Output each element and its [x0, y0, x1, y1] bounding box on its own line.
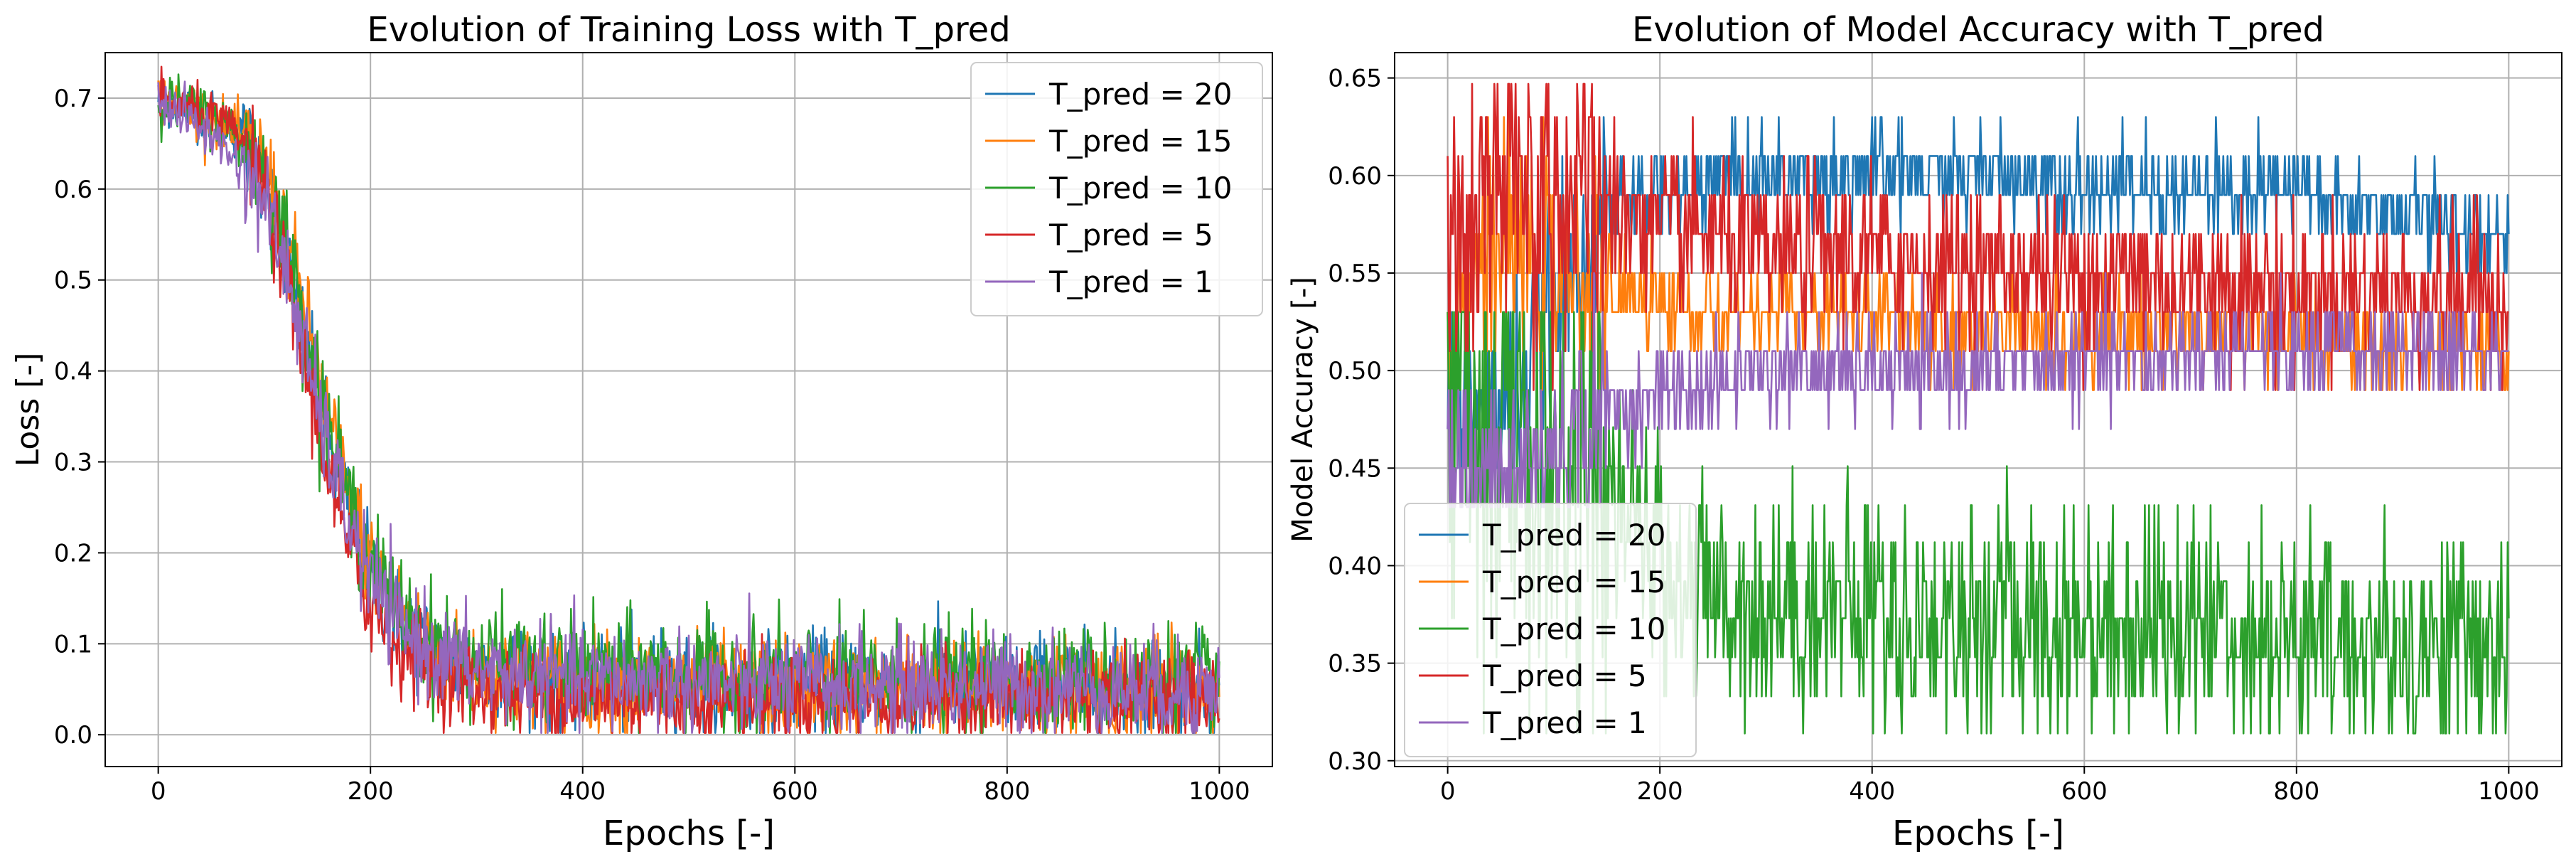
legend-frame: [1404, 503, 1697, 757]
legend-label-3: T_pred = 10: [1048, 171, 1233, 206]
x-tick-label-1: 200: [348, 777, 394, 806]
y-tick-label-7: 0.65: [1328, 65, 1382, 93]
y-tick-label-0: 0.30: [1328, 747, 1382, 776]
legend-label-5: T_pred = 1: [1048, 265, 1213, 299]
x-tick-label-5: 1000: [1188, 777, 1250, 806]
x-tick-label-3: 600: [2061, 777, 2108, 806]
chart-panel-2: Evolution of Model Accuracy with T_pred 0…: [1287, 10, 2562, 853]
x-tick-label-2: 400: [1849, 777, 1895, 806]
legend-label-3: T_pred = 10: [1482, 612, 1666, 646]
series-group: [1447, 82, 2510, 735]
series-line-5: [157, 80, 1220, 734]
x-tick-label-0: 0: [151, 777, 166, 806]
axes-frame: [1394, 52, 2562, 767]
chart-title: Evolution of Model Accuracy with T_pred: [1632, 10, 2324, 50]
x-axis-label: Epochs [-]: [603, 813, 775, 853]
legend: T_pred = 20 T_pred = 15 T_pred = 10 T_pred …: [970, 62, 1263, 316]
y-axis-label: Model Accuracy [-]: [1287, 277, 1319, 543]
y-axis-label: Loss [-]: [10, 353, 46, 467]
series-group: [157, 65, 1220, 734]
y-tick-label-1: 0.35: [1328, 650, 1382, 678]
y-tick-label-6: 0.60: [1328, 162, 1382, 191]
chart-panel-1: Evolution of Training Loss with T_pred 0 2…: [10, 10, 1273, 853]
legend-label-4: T_pred = 5: [1482, 658, 1647, 693]
y-tick-label-4: 0.4: [54, 358, 92, 386]
x-tick-label-0: 0: [1440, 777, 1456, 806]
x-tick-label-4: 800: [984, 777, 1030, 806]
legend: T_pred = 20 T_pred = 15 T_pred = 10 T_pred …: [1404, 503, 1697, 757]
y-tick-label-2: 0.40: [1328, 552, 1382, 580]
legend-label-5: T_pred = 1: [1482, 705, 1647, 740]
y-tick-label-3: 0.3: [54, 449, 92, 477]
x-tick-label-5: 1000: [2478, 777, 2540, 806]
x-tick-label-3: 600: [772, 777, 818, 806]
legend-label-4: T_pred = 5: [1048, 218, 1213, 252]
legend-frame: [970, 62, 1263, 316]
x-tick-label-4: 800: [2273, 777, 2319, 806]
y-tick-label-2: 0.2: [54, 539, 92, 567]
axes-frame: [104, 52, 1273, 767]
series-line-5: [1447, 272, 2509, 508]
legend-label-2: T_pred = 15: [1482, 565, 1666, 599]
legend-label-1: T_pred = 20: [1482, 518, 1666, 553]
x-tick-label-1: 200: [1637, 777, 1683, 806]
legend-label-2: T_pred = 15: [1048, 124, 1233, 159]
y-tick-label-7: 0.7: [54, 85, 92, 113]
y-tick-label-0: 0.0: [54, 721, 92, 749]
y-tick-label-5: 0.5: [54, 267, 92, 295]
y-tick-label-3: 0.45: [1328, 454, 1382, 483]
y-tick-label-5: 0.55: [1328, 260, 1382, 288]
y-tick-label-6: 0.6: [54, 176, 92, 204]
legend-label-1: T_pred = 20: [1048, 77, 1233, 112]
x-tick-label-2: 400: [559, 777, 606, 806]
y-tick-label-1: 0.1: [54, 630, 92, 658]
y-tick-label-4: 0.50: [1328, 357, 1382, 385]
chart-title: Evolution of Training Loss with T_pred: [367, 10, 1010, 50]
x-axis-label: Epochs [-]: [1892, 813, 2064, 853]
